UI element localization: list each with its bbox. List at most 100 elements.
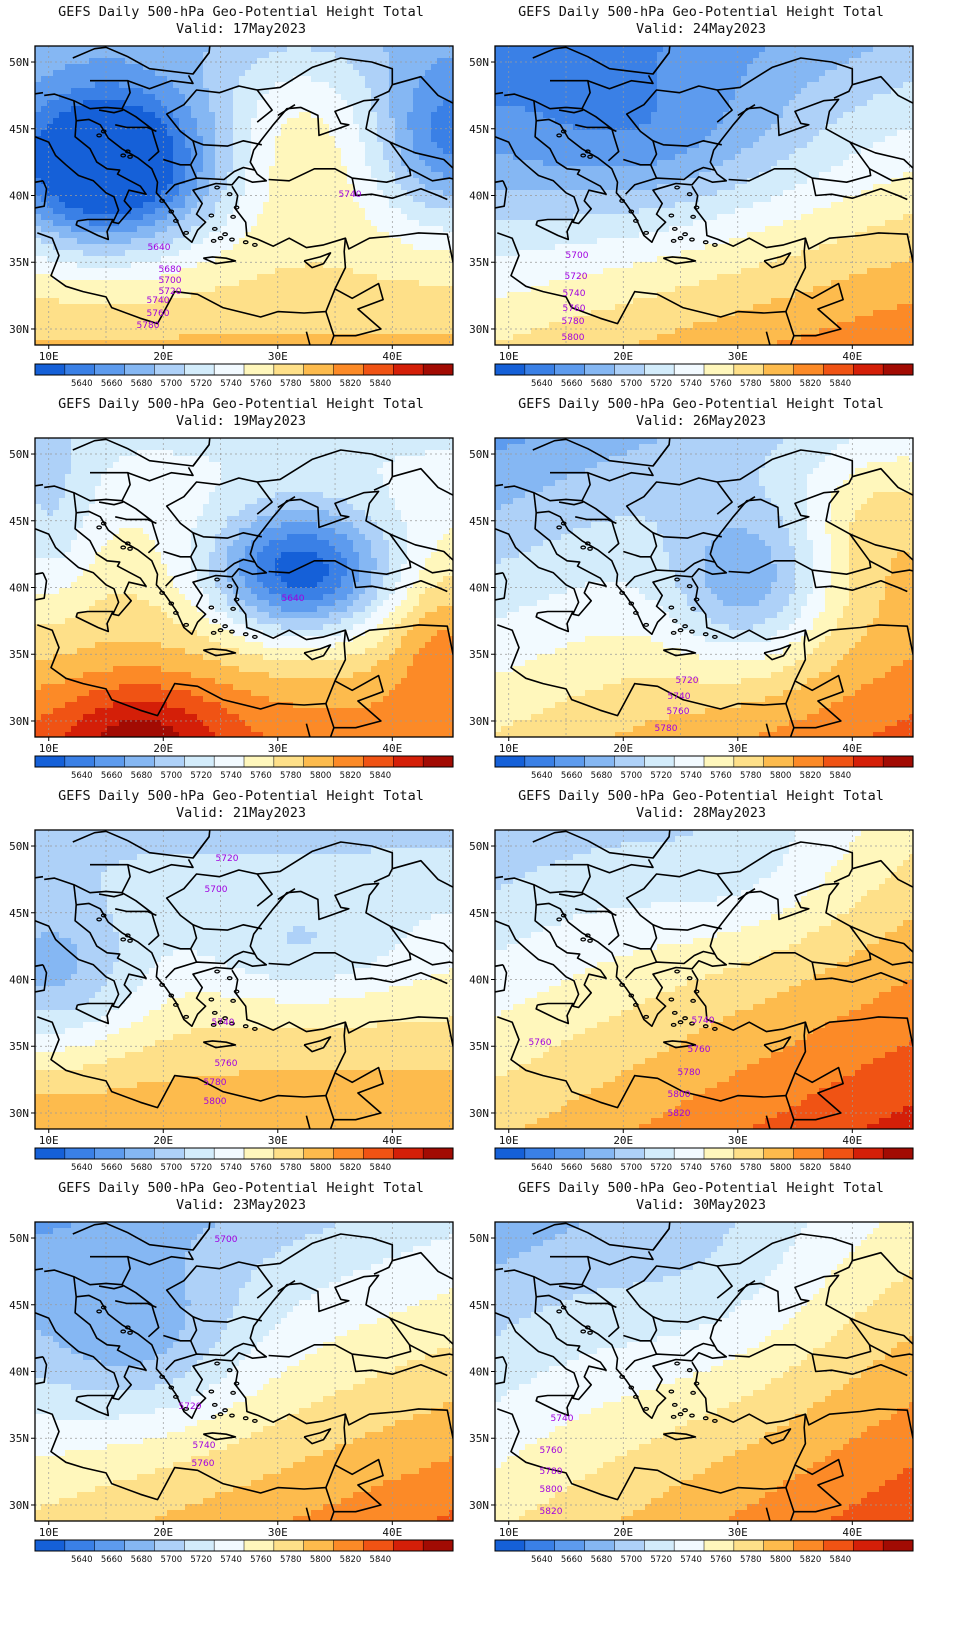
colorbar-label: 5700 [161, 1163, 183, 1173]
lon-label: 40E [842, 1526, 862, 1539]
colorbar-swatch [793, 755, 824, 768]
lon-label: 20E [153, 1526, 173, 1539]
colorbar-label: 5720 [650, 379, 672, 389]
panel-title: GEFS Daily 500-hPa Geo-Potential Height … [460, 4, 942, 21]
colorbar-label: 5740 [680, 379, 702, 389]
colorbar-label: 5640 [531, 1555, 553, 1565]
colorbar-label: 5740 [220, 1555, 242, 1565]
colorbar-swatch [703, 1147, 735, 1160]
lat-label: 35N [9, 256, 29, 269]
lat-label: 40N [9, 974, 29, 987]
contour-labels: 5740 5760 5760 5780 5800 5820 [529, 1016, 715, 1119]
colorbar-swatch [823, 755, 854, 768]
lat-label: 50N [469, 1232, 489, 1245]
lon-label: 30E [268, 742, 288, 755]
colorbar-label: 5840 [370, 1163, 392, 1173]
colorbar-swatch [64, 1147, 96, 1160]
colorbar-label: 5640 [531, 1163, 553, 1173]
colorbar-label: 5780 [280, 1555, 302, 1565]
lat-label: 40N [9, 582, 29, 595]
colorbar-label: 5700 [621, 379, 643, 389]
lon-label: 10E [499, 1134, 519, 1147]
lat-label: 45N [469, 123, 489, 136]
shaded-field [35, 46, 453, 345]
colorbar-label: 5680 [131, 771, 153, 781]
lat-label: 40N [469, 582, 489, 595]
colorbar-swatch [213, 1539, 245, 1552]
lat-label: 50N [9, 56, 29, 69]
colorbar-swatch [393, 755, 424, 768]
forecast-panel: GEFS Daily 500-hPa Geo-Potential Height … [0, 784, 482, 1194]
colorbar-label: 5700 [161, 1555, 183, 1565]
colorbar-swatch [303, 363, 335, 376]
colorbar-swatch [34, 755, 66, 768]
colorbar-label: 5720 [190, 379, 212, 389]
colorbar-label: 5660 [561, 771, 583, 781]
colorbar-label: 5800 [310, 1555, 332, 1565]
colorbar-swatch [34, 1539, 66, 1552]
colorbar-label: 5680 [591, 1555, 613, 1565]
valid-date: Valid: 28May2023 [460, 805, 942, 822]
colorbar: 5640 5660 5680 5700 5720 5740 5760 5780 5800 5820… [34, 363, 454, 389]
colorbar-label: 5820 [800, 379, 822, 389]
colorbar-swatch [363, 363, 394, 376]
colorbar-swatch [554, 363, 586, 376]
colorbar-swatch [184, 755, 215, 768]
lon-label: 20E [153, 350, 173, 363]
contour-label: 5780 [540, 1467, 563, 1477]
colorbar-swatch [94, 1539, 126, 1552]
colorbar-swatch [733, 1147, 765, 1160]
colorbar-swatch [823, 363, 854, 376]
lon-label: 20E [613, 350, 633, 363]
colorbar-swatch [154, 1539, 185, 1552]
colorbar-swatch [154, 1147, 185, 1160]
colorbar-swatch [124, 1539, 155, 1552]
lat-label: 40N [469, 1366, 489, 1379]
lat-label: 35N [469, 256, 489, 269]
colorbar-label: 5840 [830, 1163, 852, 1173]
contour-label: 5700 [205, 885, 228, 895]
lat-label: 35N [9, 1040, 29, 1053]
height-map: 5740 5760 5780 5800 5820 50N 45N 40N 35N 30N 10E 20… [469, 1221, 914, 1565]
contour-labels: 5700 5720 5740 5760 5780 5800 [562, 251, 589, 343]
colorbar-label: 5760 [250, 379, 272, 389]
contour-label: 5820 [668, 1109, 691, 1119]
colorbar-label: 5680 [131, 1555, 153, 1565]
lat-label: 40N [9, 1366, 29, 1379]
colorbar-label: 5800 [770, 1163, 792, 1173]
colorbar-swatch [733, 363, 765, 376]
colorbar: 5640 5660 5680 5700 5720 5740 5760 5780 5800 5820… [494, 755, 914, 781]
valid-date: Valid: 21May2023 [0, 805, 482, 822]
colorbar-label: 5640 [71, 771, 93, 781]
lon-label: 30E [268, 1134, 288, 1147]
contour-label: 5760 [192, 1459, 215, 1469]
lon-label: 20E [153, 1134, 173, 1147]
colorbar-swatch [703, 363, 735, 376]
colorbar-label: 5780 [740, 771, 762, 781]
lat-label: 30N [9, 715, 29, 728]
contour-label: 5700 [215, 1235, 238, 1245]
coastlines [495, 830, 913, 1129]
lon-label: 40E [842, 742, 862, 755]
colorbar-swatch [703, 755, 735, 768]
lon-label: 30E [728, 1134, 748, 1147]
colorbar-swatch [333, 363, 364, 376]
lon-label: 30E [268, 1526, 288, 1539]
contour-label: 5720 [676, 676, 699, 686]
forecast-panel: GEFS Daily 500-hPa Geo-Potential Height … [460, 784, 942, 1194]
colorbar-label: 5720 [190, 1555, 212, 1565]
colorbar-swatch [34, 363, 66, 376]
colorbar-swatch [363, 1147, 394, 1160]
lon-label: 30E [728, 350, 748, 363]
contour-label: 5680 [159, 265, 182, 275]
contour-label: 5760 [688, 1045, 711, 1055]
colorbar-swatch [154, 363, 185, 376]
lat-label: 30N [9, 1499, 29, 1512]
lat-label: 50N [469, 840, 489, 853]
height-map: 5700 5720 5740 5760 50N 45N 40N 35N 30N 10E 20E 30E… [9, 1221, 454, 1565]
colorbar-swatch [34, 1147, 66, 1160]
contour-label: 5780 [562, 317, 585, 327]
colorbar-swatch [494, 1539, 526, 1552]
colorbar-swatch [422, 363, 454, 376]
